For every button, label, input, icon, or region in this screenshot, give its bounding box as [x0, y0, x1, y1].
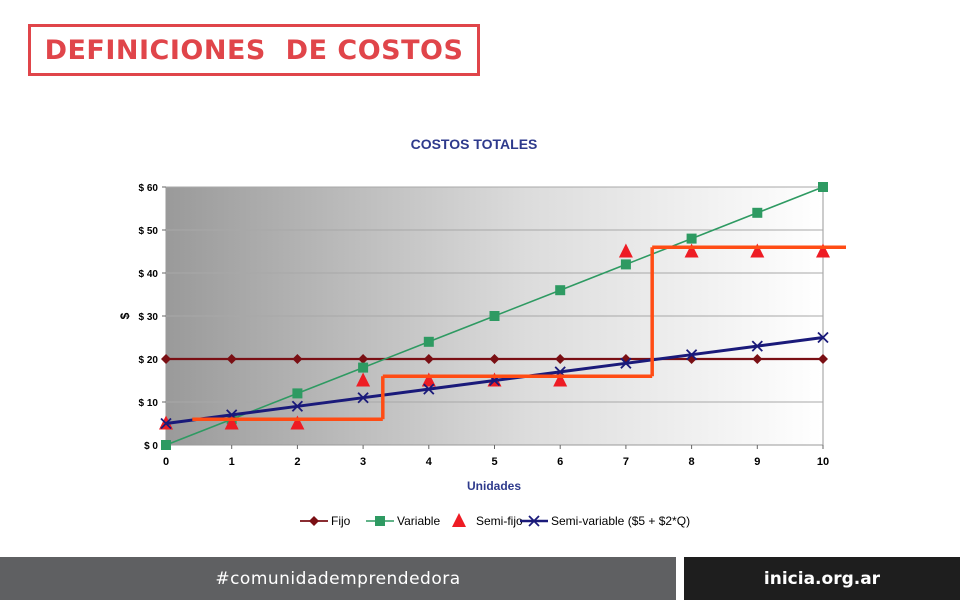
x-tick-label: 5 [491, 456, 497, 468]
legend-entry: Variable [366, 514, 440, 528]
y-tick-label: $ 50 [139, 226, 159, 237]
legend-entry: Fijo [300, 514, 351, 528]
y-tick-label: $ 20 [139, 355, 159, 366]
point-variable [424, 337, 434, 347]
legend-swatch-marker [452, 513, 466, 527]
legend-label: Semi-fijo [476, 514, 523, 528]
x-tick-label: 2 [294, 456, 300, 468]
footer-site-bar[interactable]: inicia.org.ar [684, 557, 960, 600]
point-variable [358, 363, 368, 373]
footer-site-link[interactable]: inicia.org.ar [764, 569, 880, 589]
legend-entry: Semi-variable ($5 + $2*Q) [520, 514, 690, 528]
x-tick-label: 3 [360, 456, 366, 468]
chart-title: COSTOS TOTALES [411, 136, 538, 152]
y-axis-label: $ [118, 312, 132, 319]
point-variable [687, 234, 697, 244]
point-variable [161, 440, 171, 450]
y-tick-label: $ 30 [139, 312, 159, 323]
footer-hashtag-bar: #comunidademprendedora [0, 557, 676, 600]
legend-label: Fijo [331, 514, 351, 528]
legend-label: Semi-variable ($5 + $2*Q) [551, 514, 690, 528]
point-variable [752, 208, 762, 218]
footer-hashtag: #comunidademprendedora [215, 569, 460, 589]
x-tick-label: 4 [426, 456, 433, 468]
y-tick-label: $ 10 [139, 398, 159, 409]
legend-label: Variable [397, 514, 440, 528]
y-tick-label: $ 40 [139, 269, 159, 280]
legend-entry: Semi-fijo [452, 513, 523, 528]
x-tick-label: 8 [689, 456, 695, 468]
x-tick-label: 0 [163, 456, 169, 468]
x-tick-label: 6 [557, 456, 563, 468]
x-tick-label: 9 [754, 456, 760, 468]
point-variable [555, 285, 565, 295]
y-tick-label: $ 60 [139, 183, 159, 194]
x-tick-label: 7 [623, 456, 629, 468]
y-tick-label: $ 0 [144, 441, 158, 452]
point-variable [490, 311, 500, 321]
legend-swatch-marker [375, 516, 385, 526]
x-tick-label: 1 [229, 456, 235, 468]
legend-swatch-marker [309, 516, 319, 526]
x-tick-label: 10 [817, 456, 829, 468]
x-axis-label: Unidades [467, 479, 521, 493]
point-variable [292, 388, 302, 398]
point-variable [621, 259, 631, 269]
costos-totales-chart: COSTOS TOTALES $ 0$ 10$ 20$ 30$ 40$ 50$ … [0, 0, 960, 560]
point-variable [818, 182, 828, 192]
